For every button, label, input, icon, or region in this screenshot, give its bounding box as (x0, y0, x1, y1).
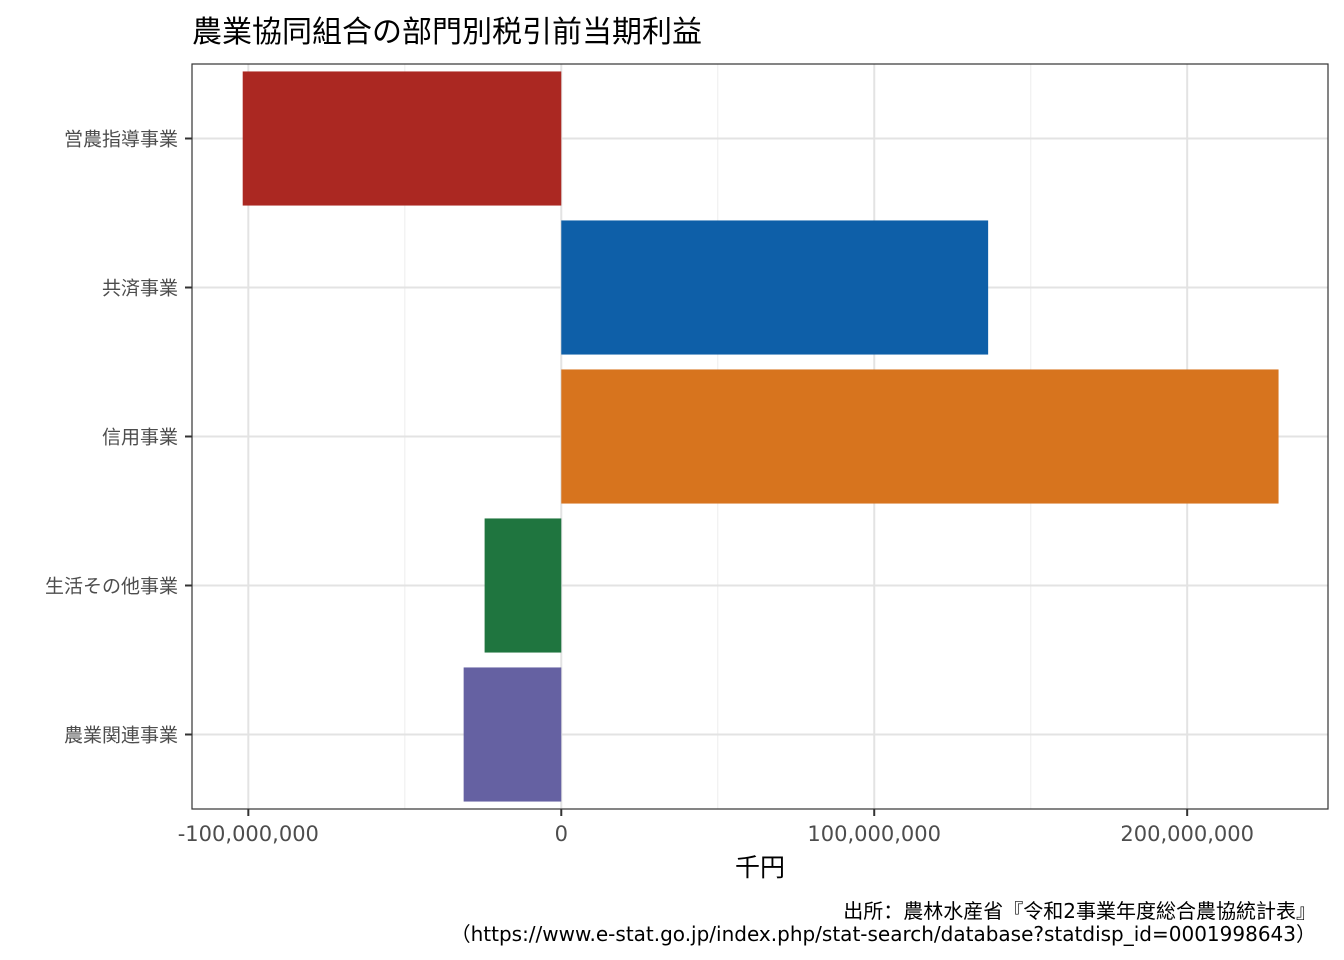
x-tick-label-2: 100,000,000 (807, 822, 941, 846)
bar-layer (242, 71, 1279, 802)
y-tick-label-0: 営農指導事業 (64, 129, 178, 151)
y-tick-label-1: 共済事業 (102, 278, 178, 300)
bar-0 (242, 71, 562, 206)
y-tick-label-2: 信用事業 (102, 427, 178, 449)
x-axis-title: 千円 (735, 853, 785, 882)
y-tick-label-4: 農業関連事業 (64, 725, 178, 747)
x-tick-label-1: 0 (555, 822, 568, 846)
x-axis: -100,000,000 0 100,000,000 200,000,000 (178, 809, 1254, 846)
bar-3 (484, 518, 562, 653)
y-tick-label-3: 生活その他事業 (45, 576, 178, 598)
caption-url: （https://www.e-stat.go.jp/index.php/stat… (451, 922, 1316, 946)
bar-1 (561, 220, 989, 355)
bar-4 (463, 667, 562, 802)
caption-source: 出所：農林水産省『令和2事業年度総合農協統計表』 (843, 899, 1316, 923)
x-tick-label-0: -100,000,000 (178, 822, 319, 846)
bar-2 (561, 369, 1279, 504)
x-tick-label-3: 200,000,000 (1120, 822, 1254, 846)
chart-title: 農業協同組合の部門別税引前当期利益 (192, 15, 702, 50)
